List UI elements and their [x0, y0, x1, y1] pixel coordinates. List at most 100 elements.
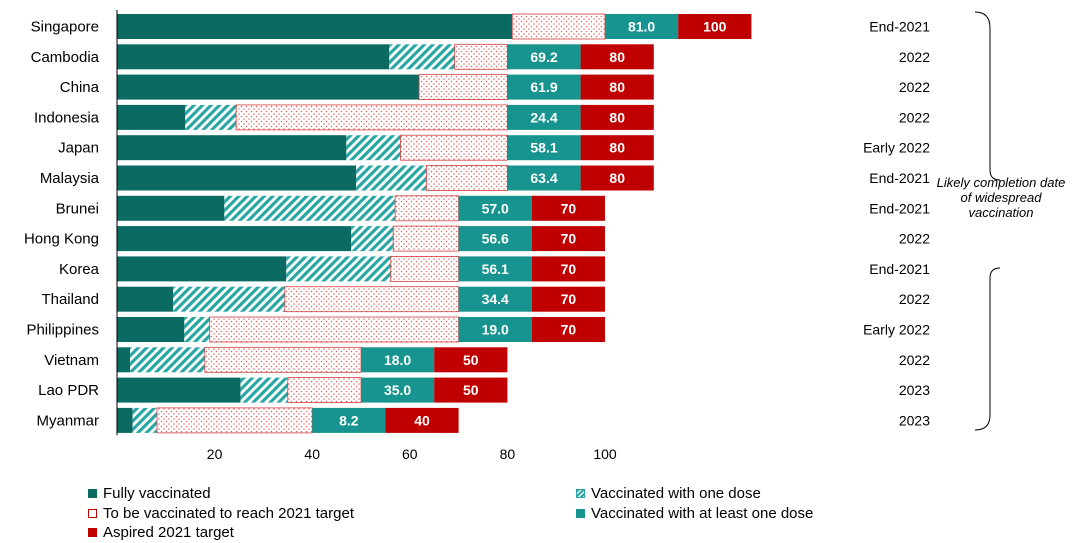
at-least-one-dose-label: 34.4 — [482, 291, 509, 307]
completion-date-label: 2022 — [899, 109, 930, 125]
completion-date-label: 2022 — [899, 231, 930, 247]
at-least-one-dose-label: 18.0 — [384, 352, 411, 368]
category-label: Philippines — [26, 322, 99, 339]
bar-fully-vaccinated — [117, 74, 420, 100]
bar-fully-vaccinated — [117, 317, 185, 342]
bar-fully-vaccinated — [117, 256, 287, 282]
legend-swatch-fully-vaccinated — [88, 489, 97, 498]
legend-label-fully-vaccinated: Fully vaccinated — [103, 485, 211, 502]
aspired-target-label: 70 — [561, 200, 577, 216]
category-label: Japan — [58, 140, 99, 157]
legend-swatch-one-dose — [576, 489, 585, 498]
completion-date-label: 2023 — [899, 382, 930, 398]
bar-one-dose — [173, 286, 285, 312]
bar-to-be-vaccinated — [204, 346, 362, 373]
aspired-target-label: 80 — [609, 140, 625, 156]
legend-label-at-least-one-dose: Vaccinated with at least one dose — [591, 505, 814, 522]
x-tick-label: 20 — [207, 446, 223, 462]
aspired-target-label: 80 — [609, 79, 625, 95]
at-least-one-dose-label: 69.2 — [530, 49, 557, 65]
category-label: Cambodia — [31, 49, 100, 66]
bar-to-be-vaccinated — [425, 165, 508, 191]
bar-at-least-one-dose — [507, 135, 581, 161]
bar-one-dose — [286, 256, 391, 282]
at-least-one-dose-label: 61.9 — [530, 79, 557, 95]
category-label: Brunei — [56, 200, 99, 217]
completion-annotation: Likely completion date of widespread vac… — [936, 175, 1066, 220]
aspired-target-label: 70 — [561, 291, 577, 307]
bar-aspired-target — [580, 44, 654, 70]
bar-to-be-vaccinated — [400, 134, 508, 161]
completion-date-label: End-2021 — [869, 170, 930, 186]
x-tick-label: 60 — [402, 446, 418, 462]
category-label: Malaysia — [40, 170, 100, 187]
legend-item-one-dose: Vaccinated with one dose — [576, 485, 761, 502]
bar-to-be-vaccinated — [209, 316, 460, 343]
bar-at-least-one-dose — [605, 14, 679, 39]
bar-one-dose — [130, 347, 205, 373]
at-least-one-dose-label: 57.0 — [482, 200, 509, 216]
bar-to-be-vaccinated — [392, 225, 460, 252]
bar-at-least-one-dose — [458, 256, 532, 282]
bar-to-be-vaccinated — [284, 286, 460, 313]
bar-fully-vaccinated — [117, 135, 347, 161]
at-least-one-dose-label: 56.6 — [482, 231, 509, 247]
bar-to-be-vaccinated — [156, 407, 313, 434]
bar-aspired-target — [531, 226, 605, 252]
completion-date-label: 2022 — [899, 49, 930, 65]
bar-fully-vaccinated — [117, 407, 133, 433]
bar-to-be-vaccinated — [511, 13, 606, 40]
bar-fully-vaccinated — [117, 165, 357, 191]
bar-at-least-one-dose — [361, 377, 435, 403]
legend-label-one-dose: Vaccinated with one dose — [591, 485, 761, 502]
aspired-target-label: 40 — [414, 412, 430, 428]
bar-at-least-one-dose — [361, 347, 435, 373]
category-label: China — [60, 79, 100, 96]
bar-at-least-one-dose — [507, 165, 581, 191]
bracket-lower — [974, 267, 1001, 431]
bar-aspired-target — [434, 347, 508, 373]
bar-one-dose — [224, 195, 396, 221]
at-least-one-dose-label: 81.0 — [628, 19, 655, 35]
bar-fully-vaccinated — [117, 226, 352, 252]
legend-swatch-to-be-vaccinated — [88, 509, 97, 518]
bracket-upper — [974, 11, 1001, 181]
bar-to-be-vaccinated — [390, 255, 460, 282]
bar-at-least-one-dose — [507, 74, 581, 100]
aspired-target-label: 80 — [609, 109, 625, 125]
x-tick-label: 80 — [500, 446, 516, 462]
category-label: Singapore — [31, 19, 99, 36]
bar-one-dose — [184, 317, 210, 342]
legend-label-to-be-vaccinated: To be vaccinated to reach 2021 target — [103, 505, 355, 522]
at-least-one-dose-label: 56.1 — [482, 261, 509, 277]
aspired-target-label: 70 — [561, 322, 577, 338]
bar-fully-vaccinated — [117, 347, 131, 373]
bar-to-be-vaccinated — [394, 195, 460, 222]
bar-aspired-target — [385, 407, 459, 433]
bar-aspired-target — [531, 195, 605, 221]
bar-to-be-vaccinated — [418, 74, 508, 100]
bar-aspired-target — [531, 256, 605, 282]
at-least-one-dose-label: 63.4 — [530, 170, 557, 186]
at-least-one-dose-label: 19.0 — [482, 322, 509, 338]
at-least-one-dose-label: 35.0 — [384, 382, 411, 398]
bar-fully-vaccinated — [117, 377, 241, 403]
aspired-target-label: 70 — [561, 261, 577, 277]
completion-date-label: 2022 — [899, 291, 930, 307]
legend-item-at-least-one-dose: Vaccinated with at least one dose — [576, 505, 813, 522]
completion-date-label: Early 2022 — [863, 140, 930, 156]
category-label: Thailand — [41, 291, 99, 308]
aspired-target-label: 50 — [463, 352, 479, 368]
bar-aspired-target — [434, 377, 508, 403]
bar-one-dose — [351, 226, 394, 252]
bar-one-dose — [389, 44, 455, 70]
legend-item-aspired-target: Aspired 2021 target — [88, 524, 234, 541]
bar-at-least-one-dose — [458, 286, 532, 312]
bar-fully-vaccinated — [117, 195, 225, 221]
legend-item-to-be-vaccinated: To be vaccinated to reach 2021 target — [88, 505, 354, 522]
bar-one-dose — [132, 407, 158, 433]
category-label: Hong Kong — [24, 231, 99, 248]
completion-date-label: 2022 — [899, 79, 930, 95]
legend-item-fully-vaccinated: Fully vaccinated — [88, 485, 211, 502]
